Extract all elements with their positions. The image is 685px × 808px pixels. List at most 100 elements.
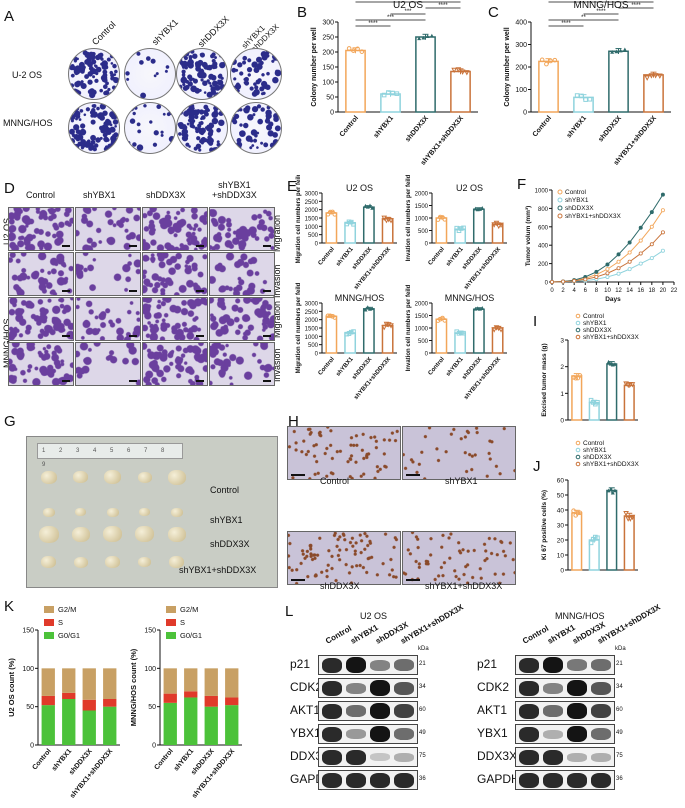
y-axis-label: MNNG/HOS count (%)	[129, 648, 138, 726]
panel-l-group-mnnghos: MNNG/HOS	[555, 611, 605, 621]
protein-label: YBX1	[290, 726, 321, 740]
blot-band	[370, 772, 390, 788]
bar	[643, 74, 664, 113]
y-tick-label: 50	[557, 493, 565, 500]
protein-label: YBX1	[477, 726, 508, 740]
data-point	[498, 327, 504, 333]
data-point	[648, 73, 655, 79]
kda-value: 34	[419, 684, 426, 690]
stacked-segment	[82, 710, 96, 745]
y-tick-label: 10	[557, 553, 565, 560]
data-point	[498, 222, 504, 229]
legend-label: S	[180, 618, 185, 627]
series-line	[551, 209, 664, 283]
data-point	[539, 57, 545, 63]
category-label: shYBX1+shDDX3X	[353, 356, 392, 401]
tumor	[38, 525, 59, 543]
data-point	[455, 67, 462, 73]
legend-marker	[557, 189, 563, 195]
stacked-segment	[204, 695, 218, 707]
transwell-image	[75, 297, 141, 341]
bar	[606, 489, 618, 571]
colony-dish	[68, 102, 120, 154]
data-point	[657, 73, 663, 79]
blot-strip	[318, 770, 418, 790]
stacked-segment	[163, 668, 177, 694]
ihc-image	[402, 426, 516, 480]
protein-label: CDK2	[477, 680, 510, 694]
blot-band	[394, 659, 414, 671]
lane-label: Control	[324, 623, 354, 646]
series-point	[616, 266, 621, 271]
series-point	[605, 274, 610, 279]
panel-a-letter: A	[4, 8, 15, 25]
y-tick-label: 50	[148, 704, 156, 711]
scale-bar	[263, 380, 271, 382]
data-point	[330, 314, 335, 319]
y-tick-label: 0	[425, 242, 429, 248]
y-axis-label: Colony number per well	[504, 27, 511, 106]
transwell-image	[75, 207, 141, 251]
bar	[325, 212, 338, 244]
category-label: Control	[339, 115, 360, 139]
y-axis-label: Colony number per well	[311, 27, 318, 106]
blot-band	[322, 749, 342, 765]
legend-label: G2/M	[180, 605, 198, 614]
panel-j-chart: 0 10 20 30 40 50 60 Ki 67 positive cells (%) Con…	[541, 440, 639, 575]
kda-value: 36	[419, 776, 426, 782]
panel-h-label-control: Control	[320, 476, 350, 486]
blot-band	[346, 772, 366, 788]
tumor	[167, 526, 186, 542]
series-point	[616, 271, 621, 276]
data-point	[425, 34, 430, 39]
scale-bar	[129, 380, 137, 382]
legend-label: shYBX1	[565, 197, 589, 204]
y-tick-label: 0	[315, 352, 319, 358]
data-point	[368, 203, 373, 208]
panel-f-chart: 0 200 400 600 800 1000 0 2 4 6 8 10 12 14 16 18 20 22 Days…	[525, 189, 678, 304]
blot-band	[567, 726, 587, 742]
y-axis-label: Tumor volum (mm³)	[525, 206, 532, 267]
data-point	[475, 306, 480, 311]
series-point	[638, 261, 643, 266]
blot-band	[394, 681, 414, 695]
category-label: Control	[428, 246, 447, 266]
blot-band	[394, 772, 414, 788]
data-point	[622, 47, 627, 52]
series-point	[627, 259, 632, 264]
y-tick-label: 2	[560, 364, 564, 371]
transwell-image	[8, 342, 74, 386]
chart-title: U2 OS	[456, 183, 483, 193]
tumor	[71, 526, 90, 542]
lane-label: shYBX1	[349, 622, 380, 646]
blot-band	[346, 682, 366, 694]
blot-strip	[318, 747, 418, 767]
legend-label: G2/M	[58, 605, 76, 614]
kda-header: kDa	[418, 646, 429, 652]
scale-bar	[406, 579, 420, 581]
category-label: Control	[428, 356, 447, 376]
bar	[623, 384, 635, 421]
legend-label: Control	[565, 189, 587, 196]
y-tick-label: 100	[322, 80, 334, 87]
y-tick-label: 1000	[305, 335, 319, 341]
data-point	[552, 57, 558, 63]
y-axis-label: Migration cell numbers per feild	[296, 282, 302, 373]
stacked-segment	[103, 706, 117, 745]
data-point	[480, 306, 485, 310]
blot-band	[370, 703, 390, 719]
blot-strip	[515, 724, 615, 744]
data-point	[442, 318, 448, 323]
tumor	[41, 556, 56, 568]
series-point	[649, 256, 654, 261]
transwell-image	[75, 342, 141, 386]
panel-g-row-shybx1: shYBX1	[210, 515, 243, 525]
data-point	[355, 46, 360, 52]
data-point	[544, 61, 549, 67]
bar	[588, 401, 600, 421]
stacked-segment	[41, 705, 55, 745]
lane-label: shYBX1	[546, 622, 577, 646]
transwell-image	[142, 297, 208, 341]
